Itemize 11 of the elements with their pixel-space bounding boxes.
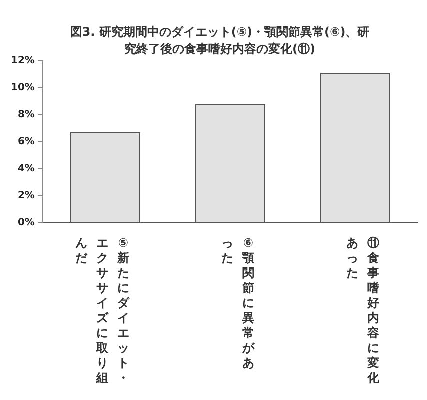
- category-label: ⑤新たにダイエット・エクササイズに取り組んだ: [75, 236, 136, 385]
- y-tick-label: 4%: [18, 164, 35, 175]
- y-tick-label: 12%: [11, 56, 35, 67]
- y-tick-label: 8%: [18, 110, 35, 121]
- y-tick-label: 6%: [18, 136, 35, 148]
- y-tick-label: 10%: [11, 82, 35, 94]
- y-tick-label: 0%: [18, 218, 35, 229]
- chart-title: 図3. 研究期間中のダイエット(⑤)・顎関節異常(⑥)、研究終了後の食事嗜好内容の変化(⑪): [70, 24, 370, 58]
- category-label: ⑥顎関節に異常があった: [221, 236, 260, 370]
- category-label: ⑪食事嗜好内容に変化あった: [346, 236, 386, 385]
- y-tick-label: 2%: [18, 190, 35, 202]
